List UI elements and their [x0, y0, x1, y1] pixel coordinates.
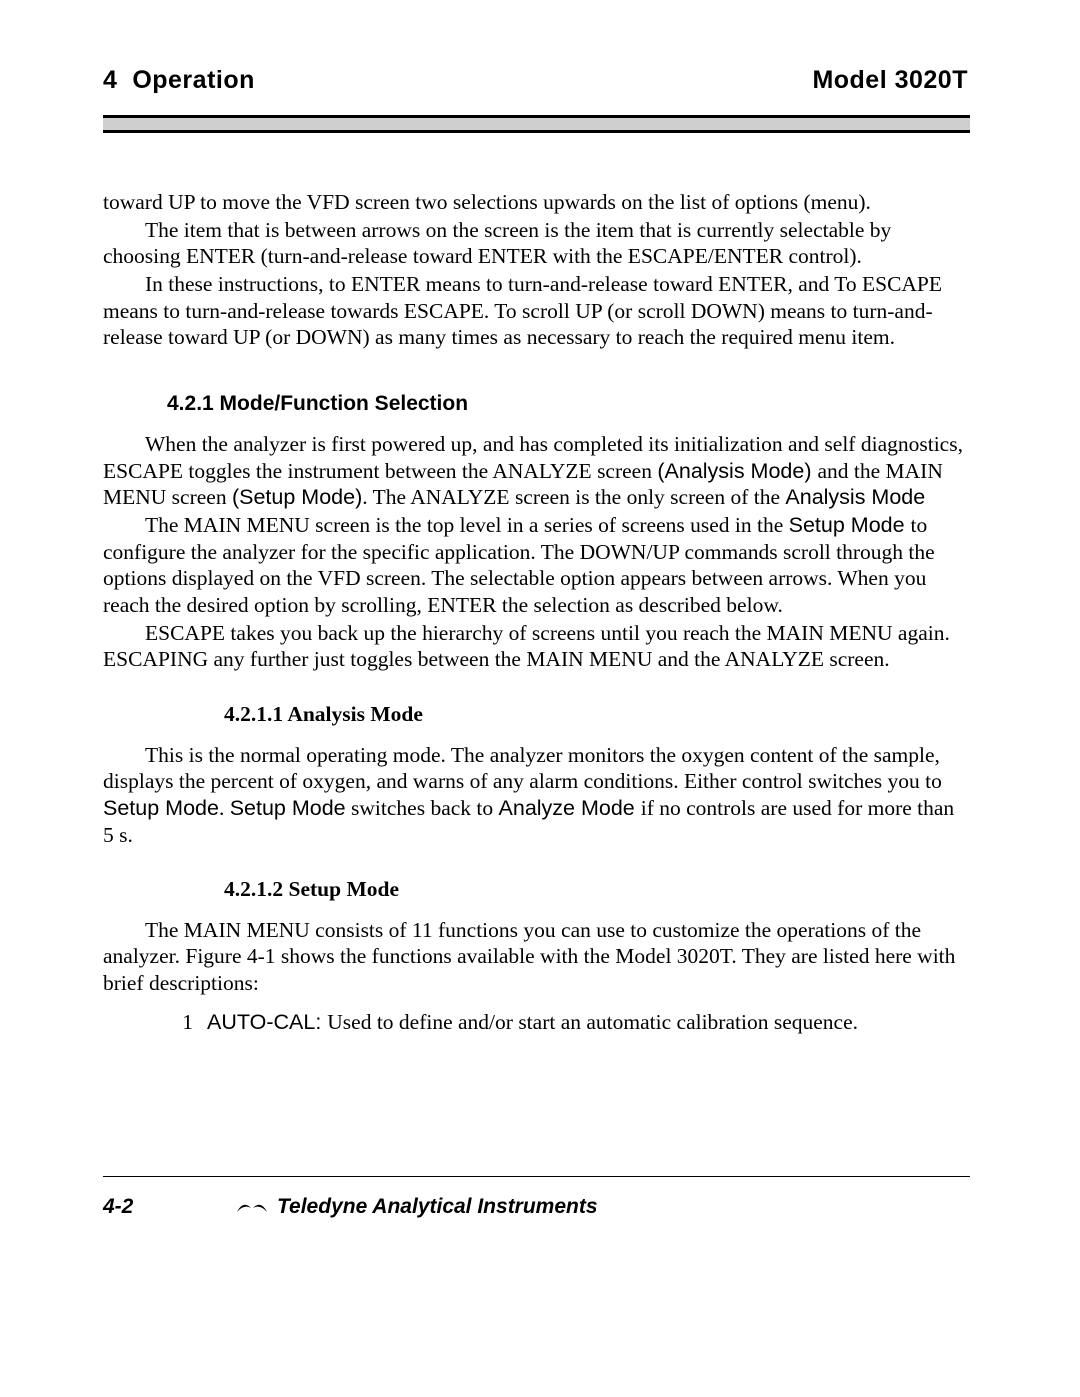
paragraph: The MAIN MENU screen is the top level in…: [103, 512, 970, 619]
header-left: 4 Operation: [103, 66, 255, 95]
footer-company: Teledyne Analytical Instruments: [277, 1195, 598, 1219]
heading-4-2-1-1: 4.2.1.1 Analysis Mode: [224, 701, 970, 728]
list-number: 1: [167, 1009, 207, 1036]
heading-4-2-1-2: 4.2.1.2 Setup Mode: [224, 876, 970, 903]
header-right: Model 3020T: [812, 66, 968, 95]
paragraph: This is the normal operating mode. The a…: [103, 742, 970, 849]
list-body: AUTO-CAL: Used to define and/or start an…: [207, 1009, 970, 1036]
page-footer: 4-2 Teledyne Analytical Instruments: [103, 1195, 970, 1219]
paragraph: In these instructions, to ENTER means to…: [103, 271, 970, 351]
paragraph: toward UP to move the VFD screen two sel…: [103, 189, 970, 216]
teledyne-logo-icon: [235, 1198, 269, 1216]
paragraph: The item that is between arrows on the s…: [103, 217, 970, 270]
paragraph: The MAIN MENU consists of 11 functions y…: [103, 917, 970, 997]
chapter-number: 4: [103, 66, 117, 94]
footer-center: Teledyne Analytical Instruments: [235, 1195, 970, 1219]
page-number: 4-2: [103, 1195, 235, 1219]
header-rule: [103, 115, 970, 133]
page-header: 4 Operation Model 3020T: [103, 66, 970, 95]
paragraph: ESCAPE takes you back up the hierarchy o…: [103, 620, 970, 673]
paragraph: When the analyzer is first powered up, a…: [103, 431, 970, 511]
footer-rule: [103, 1176, 970, 1177]
chapter-title: Operation: [132, 66, 255, 94]
heading-4-2-1: 4.2.1 Mode/Function Selection: [167, 391, 970, 417]
body-content: toward UP to move the VFD screen two sel…: [103, 189, 970, 1035]
list-item: 1 AUTO-CAL: Used to define and/or start …: [167, 1009, 970, 1036]
page: 4 Operation Model 3020T toward UP to mov…: [0, 0, 1080, 1397]
